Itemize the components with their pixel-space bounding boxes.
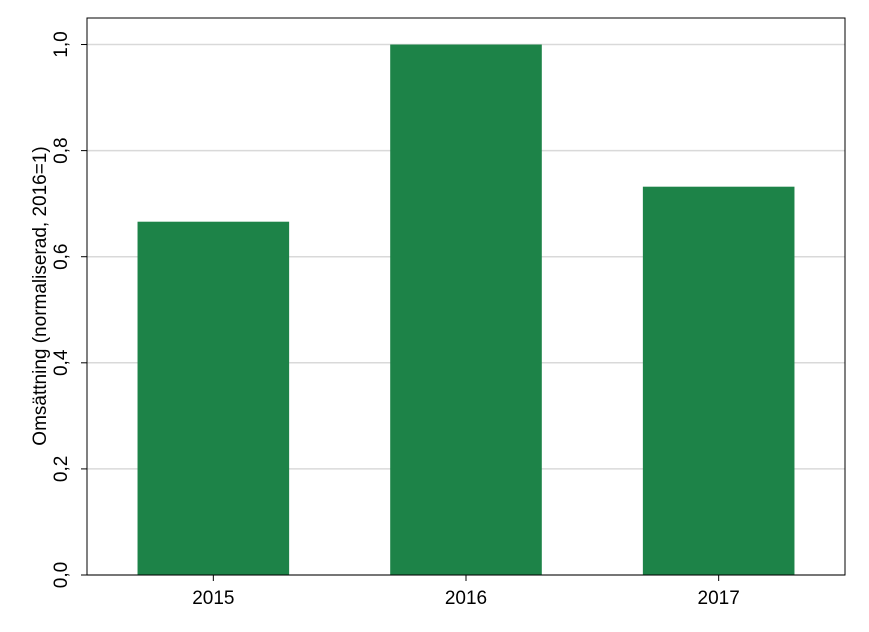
y-tick-label: 0,6	[51, 244, 72, 270]
y-tick-label: 0,4	[51, 349, 72, 376]
y-axis-label: Omsättning (normaliserad, 2016=1)	[30, 146, 51, 445]
bar	[390, 44, 542, 576]
y-tick-label: 0,0	[51, 562, 72, 588]
bar	[642, 186, 795, 576]
y-tick-label: 0,8	[51, 137, 72, 163]
x-tick-label: 2016	[445, 588, 487, 609]
plot-frame	[86, 17, 846, 576]
y-tick-label: 0,2	[51, 456, 72, 482]
y-tick-label: 1,0	[51, 31, 72, 57]
bar	[137, 221, 290, 575]
x-tick-label: 2015	[192, 588, 234, 609]
x-tick-label: 2017	[698, 588, 740, 609]
